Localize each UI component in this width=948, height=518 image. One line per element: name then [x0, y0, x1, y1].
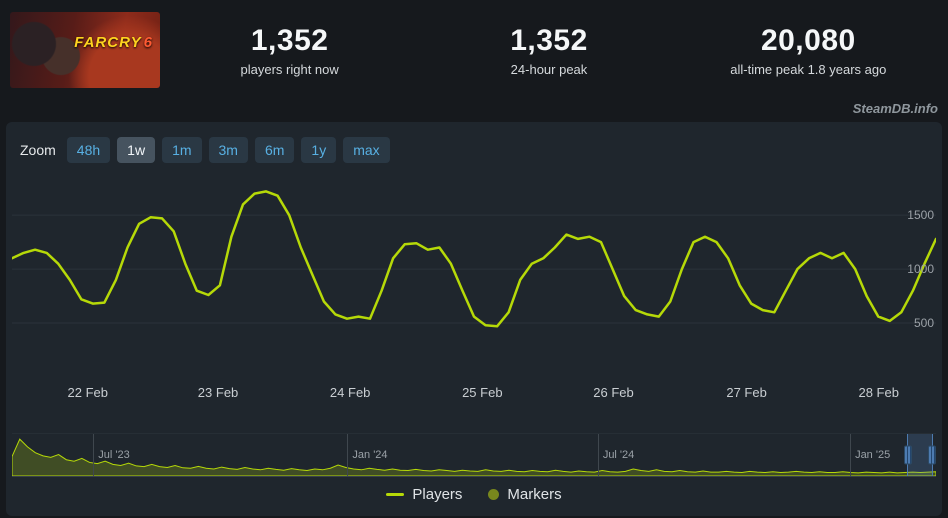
navigator-tick-line [93, 434, 95, 476]
markers-dot-swatch [488, 489, 500, 500]
x-axis-label: 26 Feb [593, 385, 634, 400]
zoom-button-1m[interactable]: 1m [162, 137, 202, 163]
game-capsule[interactable]: FARCRY 6 [10, 12, 160, 88]
watermark-row: SteamDB.info [0, 100, 948, 120]
navigator-tick-line [850, 434, 852, 476]
x-axis-labels: 22 Feb 23 Feb 24 Feb 25 Feb 26 Feb 27 Feb 28 F… [12, 377, 936, 407]
chart-navigator[interactable]: Jul '23 Jan '24 Jul '24 Jan '25 [12, 433, 937, 477]
stat-players-now: 1,352 players right now [160, 24, 419, 77]
alltime-peak-label: all-time peak 1.8 years ago [730, 61, 887, 77]
24h-peak-label: 24-hour peak [510, 61, 588, 77]
navigator-tick-label: Jul '23 [98, 449, 130, 461]
steamdb-watermark: SteamDB.info [852, 101, 938, 116]
zoom-controls: Zoom 48h 1w 1m 3m 6m 1y max [12, 136, 936, 164]
zoom-button-1y[interactable]: 1y [301, 137, 337, 163]
player-count-plot[interactable] [12, 172, 936, 377]
stat-24h-peak: 1,352 24-hour peak [419, 24, 678, 77]
navigator-tick-label: Jan '25 [855, 449, 891, 461]
players-now-value: 1,352 [250, 23, 329, 57]
x-axis-label: 24 Feb [329, 385, 371, 400]
navigator-tick-line [597, 434, 599, 476]
x-axis-label: 27 Feb [726, 385, 767, 400]
stat-alltime-peak: 20,080 all-time peak 1.8 years ago [679, 24, 938, 77]
legend-item-markers[interactable]: Markers [488, 486, 562, 503]
chart-panel: Zoom 48h 1w 1m 3m 6m 1y max 500 1000 1500 … [6, 122, 942, 516]
x-axis-label: 25 Feb [462, 385, 503, 400]
legend-markers-label: Markers [507, 486, 562, 503]
legend-players-label: Players [412, 486, 463, 503]
24h-peak-value: 1,352 [510, 23, 588, 57]
navigator-selection[interactable] [904, 434, 937, 476]
legend-item-players[interactable]: Players [386, 486, 462, 503]
zoom-label: Zoom [20, 142, 56, 158]
navigator-handle-left[interactable] [904, 445, 913, 465]
y-axis-label: 500 [913, 316, 934, 331]
navigator-tick-label: Jan '24 [352, 449, 388, 461]
game-logo-text: FARCRY 6 [74, 34, 153, 51]
zoom-button-6m[interactable]: 6m [254, 137, 295, 163]
zoom-button-48h[interactable]: 48h [66, 137, 111, 163]
app-header: FARCRY 6 1,352 players right now 1,352 24… [0, 0, 948, 100]
player-count-chart[interactable]: 500 1000 1500 [12, 172, 936, 377]
navigator-mini-chart[interactable] [12, 434, 936, 476]
y-axis-label: 1000 [907, 262, 934, 277]
x-axis-label: 28 Feb [858, 385, 899, 400]
navigator-tick-line [347, 434, 349, 476]
zoom-button-1w[interactable]: 1w [117, 137, 156, 163]
zoom-button-max[interactable]: max [343, 137, 390, 163]
players-line-swatch [386, 493, 405, 496]
zoom-button-3m[interactable]: 3m [208, 137, 248, 163]
chart-legend: Players Markers [12, 486, 936, 503]
alltime-peak-value: 20,080 [760, 23, 856, 57]
y-axis-label: 1500 [907, 208, 934, 223]
x-axis-label: 23 Feb [197, 385, 239, 400]
x-axis-label: 22 Feb [67, 385, 109, 400]
navigator-tick-label: Jul '24 [602, 449, 635, 461]
header-stats: 1,352 players right now 1,352 24-hour pe… [160, 24, 938, 77]
navigator-handle-right[interactable] [928, 445, 937, 465]
players-now-label: players right now [240, 61, 339, 77]
